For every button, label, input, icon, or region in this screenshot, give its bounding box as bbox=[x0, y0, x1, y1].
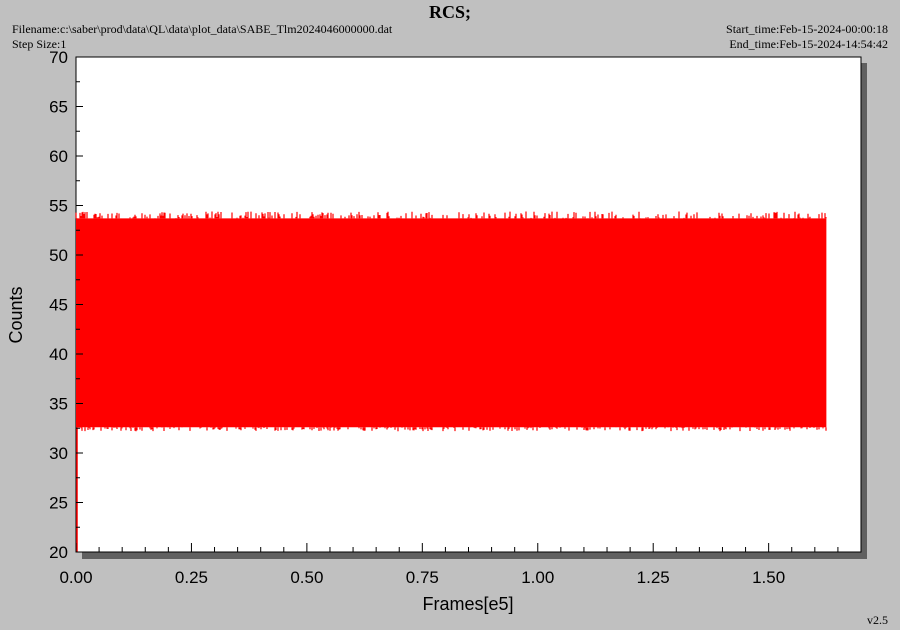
end-time-label: End_time:Feb-15-2024-14:54:42 bbox=[729, 37, 888, 51]
x-tick-label: 0.00 bbox=[59, 568, 92, 587]
series-layer bbox=[75, 211, 827, 552]
x-tick-label: 0.50 bbox=[290, 568, 323, 587]
y-tick-label: 40 bbox=[49, 345, 68, 364]
y-tick-label: 55 bbox=[49, 197, 68, 216]
y-tick-label: 65 bbox=[49, 98, 68, 117]
y-tick-label: 35 bbox=[49, 395, 68, 414]
y-tick-label: 60 bbox=[49, 147, 68, 166]
version-label: v2.5 bbox=[867, 613, 888, 627]
y-axis-title: Counts bbox=[6, 286, 26, 343]
y-tick-label: 30 bbox=[49, 444, 68, 463]
x-axis-title: Frames[e5] bbox=[422, 594, 513, 614]
x-tick-label: 1.00 bbox=[521, 568, 554, 587]
y-tick-label: 45 bbox=[49, 296, 68, 315]
x-tick-label: 0.25 bbox=[175, 568, 208, 587]
y-tick-label: 20 bbox=[49, 543, 68, 562]
x-tick-label: 1.50 bbox=[752, 568, 785, 587]
y-tick-label: 25 bbox=[49, 494, 68, 513]
axis-layer: 20 25 30 35 40 45 50 55 60 65 70 0.00 0.25 0.50 0.75 1.… bbox=[49, 48, 839, 587]
x-tick-label: 1.25 bbox=[637, 568, 670, 587]
x-tick-label: 0.75 bbox=[406, 568, 439, 587]
y-tick-label: 50 bbox=[49, 246, 68, 265]
start-time-label: Start_time:Feb-15-2024-00:00:18 bbox=[726, 22, 888, 36]
y-tick-label: 70 bbox=[49, 48, 68, 67]
chart-title: RCS; bbox=[428, 2, 471, 22]
series-noise bbox=[75, 211, 827, 432]
series-band bbox=[76, 218, 827, 428]
step-size-label: Step Size:1 bbox=[12, 37, 67, 51]
filename-label: Filename:c:\saber\prod\data\QL\data\plot… bbox=[12, 22, 393, 36]
